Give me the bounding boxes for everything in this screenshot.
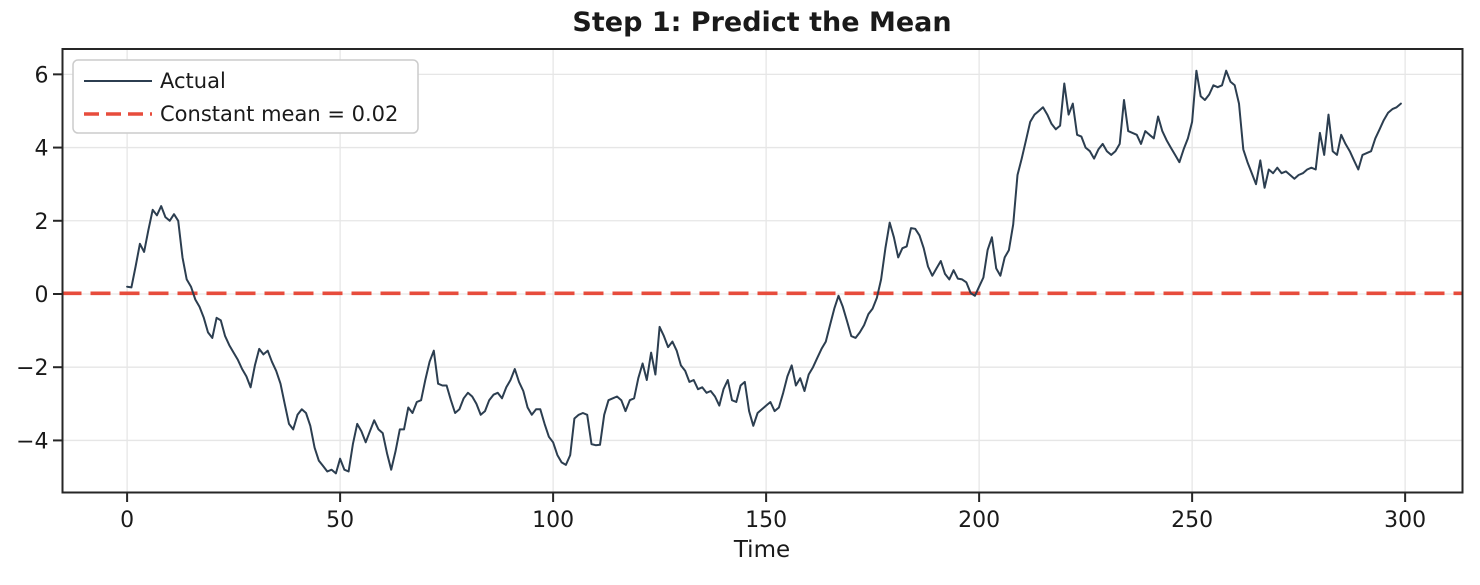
x-tick-label: 250 bbox=[1171, 508, 1213, 533]
actual-series-line bbox=[126, 69, 1402, 475]
y-tick-label: 6 bbox=[35, 63, 49, 88]
x-axis-label: Time bbox=[733, 537, 790, 563]
y-tick-label: 2 bbox=[35, 210, 49, 235]
legend-label-actual: Actual bbox=[160, 69, 226, 93]
legend: Actual Constant mean = 0.02 bbox=[72, 59, 419, 134]
chart-title: Step 1: Predict the Mean bbox=[572, 7, 951, 38]
legend-label-constant-mean: Constant mean = 0.02 bbox=[160, 102, 398, 126]
series-layer bbox=[61, 69, 1464, 475]
x-tick-label: 50 bbox=[326, 508, 354, 533]
x-tick-label: 150 bbox=[745, 508, 787, 533]
plot-border bbox=[61, 48, 1464, 494]
axis-layer: 0 50 100 150 200 250 300 6 4 2 0 −2 −4 bbox=[16, 48, 1464, 533]
x-tick-label: 0 bbox=[120, 508, 134, 533]
legend-box bbox=[72, 59, 419, 134]
y-tick-label: −4 bbox=[16, 429, 48, 454]
x-tick-label: 300 bbox=[1384, 508, 1426, 533]
x-tick-label: 100 bbox=[532, 508, 574, 533]
y-tick-label: 0 bbox=[35, 283, 49, 308]
y-tick-label: 4 bbox=[35, 137, 49, 162]
y-tick-label: −2 bbox=[16, 356, 48, 381]
x-tick-label: 200 bbox=[958, 508, 1000, 533]
